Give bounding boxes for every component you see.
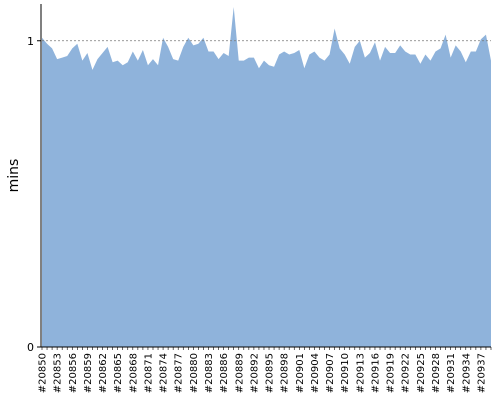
- x-tick-label: #20925: [416, 353, 427, 393]
- x-tick-label: #20856: [68, 353, 79, 393]
- x-tick-label: #20895: [265, 353, 276, 393]
- x-tick-label: #20850: [38, 353, 49, 393]
- x-tick-label: #20922: [401, 353, 412, 393]
- x-tick-label: #20883: [204, 353, 215, 393]
- x-tick-label: #20868: [128, 353, 139, 393]
- x-tick-label: #20898: [280, 353, 291, 393]
- x-tick-label: #20910: [340, 353, 351, 393]
- x-tick-label: #20913: [355, 353, 366, 393]
- y-axis-ticks: 01: [27, 35, 41, 354]
- x-tick-label: #20880: [189, 353, 200, 393]
- x-tick-label: #20871: [143, 353, 154, 393]
- x-tick-label: #20853: [53, 353, 64, 393]
- x-tick-label: #20916: [370, 353, 381, 393]
- x-tick-label: #20904: [310, 353, 321, 393]
- x-tick-label: #20934: [461, 353, 472, 393]
- x-tick-label: #20862: [98, 353, 109, 393]
- x-tick-label: #20892: [249, 353, 260, 393]
- x-tick-label: #20919: [386, 353, 397, 393]
- plot-area: [42, 7, 491, 348]
- x-tick-label: #20937: [476, 353, 487, 393]
- y-axis-title: mins: [6, 159, 22, 193]
- y-tick-label: 1: [27, 35, 34, 48]
- y-tick-label: 0: [27, 341, 34, 354]
- x-tick-label: #20874: [159, 353, 170, 393]
- series-area: [42, 7, 491, 348]
- x-tick-label: #20928: [431, 353, 442, 393]
- x-tick-label: #20931: [446, 353, 457, 393]
- axes: [40, 4, 491, 348]
- x-tick-label: #20901: [295, 353, 306, 393]
- x-tick-label: #20889: [234, 353, 245, 393]
- x-tick-label: #20886: [219, 353, 230, 393]
- x-tick-label: #20865: [113, 353, 124, 393]
- x-axis-ticks: #20850 #20853 #20856 #20859 #20862 #20865 #208…: [38, 347, 492, 393]
- x-tick-label: #20859: [83, 353, 94, 393]
- x-tick-label: #20907: [325, 353, 336, 393]
- x-tick-label: #20877: [174, 353, 185, 393]
